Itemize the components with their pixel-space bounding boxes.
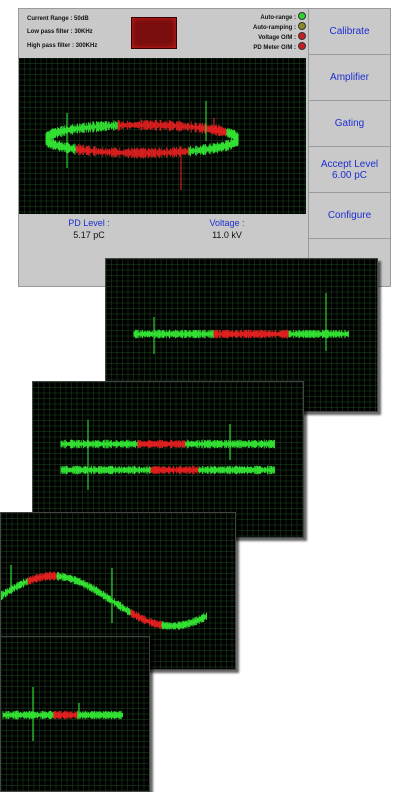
accept-level-button[interactable]: Accept Level 6.00 pC — [308, 147, 390, 193]
double-line-trace — [33, 382, 303, 537]
upper-line-signal — [60, 439, 275, 449]
pd-meter-on-status: PD Meter O/M : — [253, 42, 306, 52]
gating-label: Gating — [334, 118, 365, 129]
pd-instrument-panel: Current Range : 50dB Low pass filter : 3… — [18, 8, 391, 287]
status-lamp-icon — [298, 32, 306, 40]
amplifier-label: Amplifier — [330, 72, 369, 83]
main-scope-screen — [19, 58, 306, 214]
amplifier-button[interactable]: Amplifier — [308, 55, 390, 101]
pd-level-label: PD Level : — [68, 218, 110, 228]
current-range-text: Current Range : 50dB — [27, 16, 89, 22]
ellipse-trace — [19, 58, 306, 214]
low-pass-filter-text: Low pass filter : 30KHz — [27, 29, 93, 35]
voltage-on-status: Voltage O/M : — [258, 32, 306, 42]
ellipse-signal — [45, 119, 239, 159]
calibrate-label: Calibrate — [329, 26, 370, 37]
pd-level-value: 5.17 pC — [73, 230, 105, 240]
short-line-signal — [2, 710, 123, 720]
voltage-on-label: Voltage O/M : — [258, 35, 296, 41]
calibrate-button[interactable]: Calibrate — [308, 9, 390, 55]
high-pass-filter-text: High pass filter : 300KHz — [27, 43, 98, 49]
pd-meter-on-label: PD Meter O/M : — [253, 45, 296, 51]
lower-line-signal — [60, 465, 275, 475]
scope-background — [19, 58, 306, 214]
scope-background — [33, 382, 303, 537]
accept-level-value: 6.00 pC — [331, 169, 368, 181]
voltage-label: Voltage : — [209, 218, 245, 228]
auto-ramping-label: Auto-ramping : — [253, 25, 296, 31]
line-signal — [133, 329, 349, 339]
status-lamp-icon — [298, 42, 306, 50]
scope-grid — [19, 58, 306, 214]
configure-label: Configure — [327, 210, 372, 221]
small-line-trace — [1, 637, 149, 791]
auto-ramping-status: Auto-ramping : — [253, 22, 306, 32]
sine-signal — [1, 571, 207, 630]
warning-indicator — [131, 17, 177, 49]
configure-button[interactable]: Configure — [308, 193, 390, 239]
scope-example-small-line — [0, 636, 150, 792]
accept-level-label: Accept Level — [320, 158, 379, 170]
status-lamp-icon — [298, 12, 306, 20]
voltage-value: 11.0 kV — [212, 230, 242, 240]
auto-range-label: Auto-range : — [260, 15, 296, 21]
gating-button[interactable]: Gating — [308, 101, 390, 147]
status-lamp-icon — [298, 22, 306, 30]
scope-example-double-line — [32, 381, 304, 538]
auto-range-status: Auto-range : — [260, 12, 306, 22]
